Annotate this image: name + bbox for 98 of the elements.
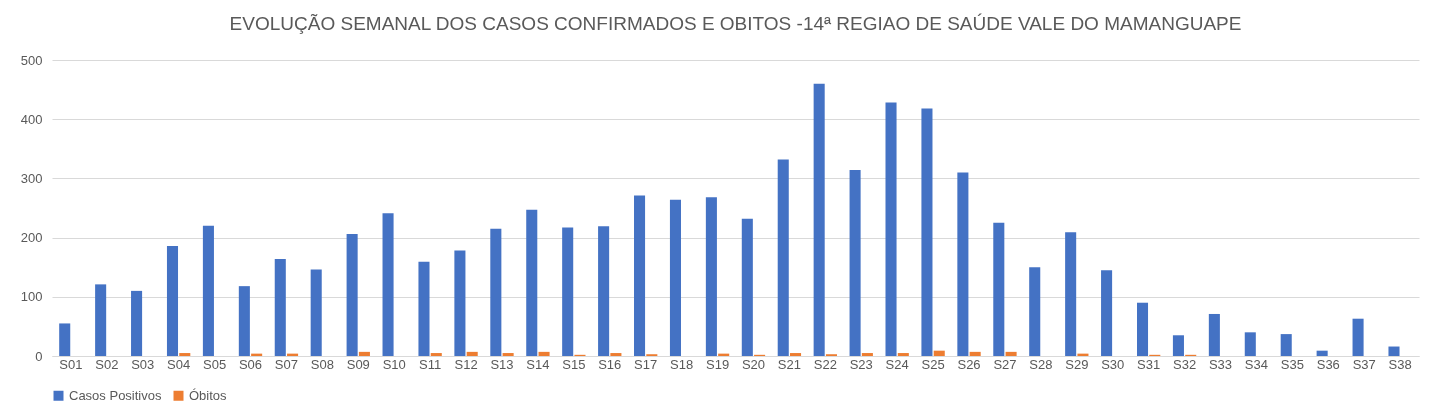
bar <box>202 225 214 356</box>
bar <box>346 234 358 356</box>
x-tick-label: S27 <box>993 356 1017 372</box>
y-tick-label: 0 <box>35 348 43 364</box>
x-tick-label: S24 <box>885 356 909 372</box>
bar <box>1005 351 1017 356</box>
bar <box>634 195 646 356</box>
x-tick-label: S10 <box>382 356 406 372</box>
bar <box>897 353 909 356</box>
bar <box>358 351 370 356</box>
bar <box>957 172 969 356</box>
x-tick-label: S16 <box>598 356 622 372</box>
bar <box>861 353 873 356</box>
bar <box>610 353 622 356</box>
bar <box>885 102 897 356</box>
bar <box>418 261 430 356</box>
y-tick-label: 400 <box>20 111 43 127</box>
bar <box>131 290 143 356</box>
x-tick-label: S01 <box>59 356 83 372</box>
bar <box>526 209 538 356</box>
bar <box>1316 350 1328 356</box>
bar <box>1352 318 1364 356</box>
x-tick-label: S23 <box>849 356 873 372</box>
x-tick-label: S25 <box>921 356 945 372</box>
x-tick-label: S07 <box>274 356 298 372</box>
bar <box>179 353 191 356</box>
bar <box>669 199 681 356</box>
x-tick-label: S34 <box>1244 356 1268 372</box>
bar <box>1388 346 1400 356</box>
chart-title: EVOLUÇÃO SEMANAL DOS CASOS CONFIRMADOS E OBITOS -14ª REGIAO DE SAÚDE VALE DO MAMANGUAPE <box>229 13 1242 34</box>
bar <box>705 197 717 356</box>
bar <box>562 227 574 356</box>
legend-label: Óbitos <box>189 387 228 403</box>
bar <box>1101 270 1113 356</box>
x-tick-label: S08 <box>310 356 334 372</box>
bar <box>490 228 502 356</box>
bar <box>921 108 933 356</box>
bar <box>790 353 802 356</box>
bar <box>238 286 250 356</box>
bar <box>1172 335 1184 356</box>
x-tick-label: S21 <box>777 356 801 372</box>
x-tick-label: S17 <box>634 356 658 372</box>
bar <box>466 351 478 356</box>
y-tick-label: 200 <box>20 230 43 246</box>
x-tick-label: S30 <box>1101 356 1125 372</box>
y-tick-label: 100 <box>20 289 43 305</box>
bar <box>777 159 789 356</box>
x-tick-label: S03 <box>131 356 155 372</box>
x-tick-label: S02 <box>95 356 119 372</box>
x-tick-label: S05 <box>203 356 227 372</box>
x-tick-label: S28 <box>1029 356 1053 372</box>
bar <box>95 284 107 356</box>
bar <box>382 213 394 356</box>
bar <box>969 351 981 356</box>
bar <box>310 269 322 356</box>
bar <box>741 218 753 356</box>
x-tick-label: S15 <box>562 356 586 372</box>
bar <box>1136 302 1149 356</box>
x-tick-label: S36 <box>1316 356 1340 372</box>
legend-label: Casos Positivos <box>69 387 162 403</box>
x-tick-label: S29 <box>1065 356 1089 372</box>
x-tick-label: S38 <box>1388 356 1412 372</box>
x-tick-label: S18 <box>670 356 694 372</box>
bar <box>933 350 945 356</box>
x-tick-label: S12 <box>454 356 478 372</box>
bar <box>59 323 71 356</box>
bar <box>849 170 861 356</box>
bar <box>502 353 514 356</box>
bar <box>454 250 466 356</box>
bar <box>538 351 550 356</box>
bar <box>813 83 825 356</box>
x-tick-label: S32 <box>1173 356 1197 372</box>
bar <box>1208 313 1220 356</box>
x-tick-label: S20 <box>741 356 766 372</box>
bar <box>430 353 442 356</box>
x-tick-label: S35 <box>1280 356 1304 372</box>
x-tick-label: S06 <box>238 356 263 372</box>
bar <box>1244 332 1256 356</box>
bar <box>598 226 610 356</box>
bar <box>274 258 286 356</box>
bar <box>1065 232 1077 356</box>
bar <box>166 245 179 356</box>
x-tick-label: S14 <box>526 356 550 372</box>
bar <box>1280 334 1292 356</box>
x-tick-label: S22 <box>813 356 837 372</box>
y-tick-label: 500 <box>20 52 43 68</box>
x-tick-label: S04 <box>167 356 191 372</box>
x-tick-label: S26 <box>957 356 981 372</box>
x-tick-label: S13 <box>490 356 514 372</box>
x-tick-label: S19 <box>705 356 730 372</box>
x-tick-label: S37 <box>1352 356 1376 372</box>
x-tick-label: S33 <box>1208 356 1233 372</box>
x-tick-label: S09 <box>346 356 370 372</box>
bar <box>1029 267 1041 356</box>
bar <box>993 222 1005 356</box>
x-tick-label: S11 <box>419 356 442 372</box>
x-tick-label: S31 <box>1137 356 1161 372</box>
y-tick-label: 300 <box>20 170 43 186</box>
